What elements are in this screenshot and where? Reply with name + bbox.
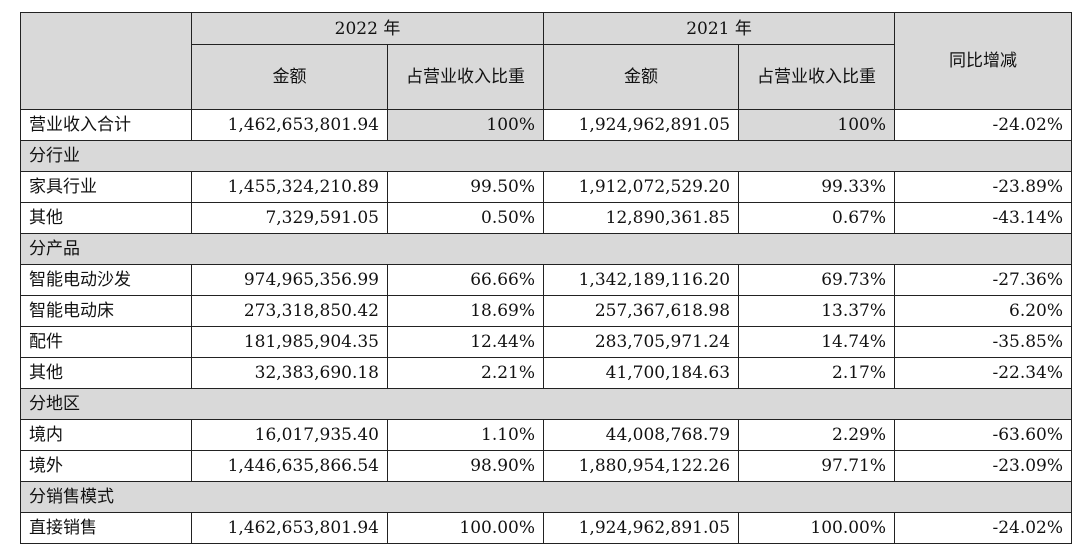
cell-yoy: -24.02% <box>894 109 1073 141</box>
cell-amount-2021: 1,912,072,529.20 <box>543 171 740 203</box>
cell-amount-2021: 1,342,189,116.20 <box>543 264 740 296</box>
section-title: 分产品 <box>19 233 1073 265</box>
cell-ratio-2021: 2.17% <box>738 357 896 389</box>
table-row: 其他 32,383,690.18 2.21% 41,700,184.63 2.1… <box>20 357 1073 389</box>
section-title: 分行业 <box>19 140 1073 172</box>
cell-ratio-2022: 98.90% <box>386 450 545 482</box>
cell-amount-2022: 1,462,653,801.94 <box>191 109 388 141</box>
cell-amount-2022: 1,446,635,866.54 <box>191 450 388 482</box>
table-row: 其他 7,329,591.05 0.50% 12,890,361.85 0.67… <box>20 202 1073 234</box>
cell-amount-2022: 273,318,850.42 <box>191 295 388 327</box>
cell-ratio-2021: 2.29% <box>738 419 896 451</box>
cell-ratio-2022: 0.50% <box>386 202 545 234</box>
section-row: 分地区 <box>19 388 1073 420</box>
table-row: 境外 1,446,635,866.54 98.90% 1,880,954,122… <box>20 450 1073 482</box>
header-amount-2022: 金额 <box>191 44 388 110</box>
row-label: 其他 <box>20 357 192 389</box>
cell-yoy: -22.34% <box>894 357 1073 389</box>
cell-ratio-2022: 1.10% <box>386 419 545 451</box>
cell-amount-2022: 181,985,904.35 <box>191 326 388 358</box>
cell-amount-2021: 44,008,768.79 <box>543 419 740 451</box>
cell-ratio-2021: 13.37% <box>738 295 896 327</box>
cell-ratio-2022: 66.66% <box>386 264 545 296</box>
row-label: 智能电动床 <box>20 295 192 327</box>
cell-amount-2022: 7,329,591.05 <box>191 202 388 234</box>
revenue-breakdown-table: 2022 年 2021 年 同比增减 金额 占营业收入比重 金额 占营业收入比重… <box>19 12 1073 544</box>
cell-yoy: -27.36% <box>894 264 1073 296</box>
table-row: 智能电动床 273,318,850.42 18.69% 257,367,618.… <box>20 295 1073 327</box>
cell-ratio-2022: 99.50% <box>386 171 545 203</box>
cell-ratio-2021: 99.33% <box>738 171 896 203</box>
cell-ratio-2021: 0.67% <box>738 202 896 234</box>
table-row: 营业收入合计 1,462,653,801.94 100% 1,924,962,8… <box>20 109 1073 141</box>
header-corner <box>20 12 192 110</box>
cell-yoy: 6.20% <box>894 295 1073 327</box>
row-label: 其他 <box>20 202 192 234</box>
cell-amount-2021: 12,890,361.85 <box>543 202 740 234</box>
row-label: 营业收入合计 <box>20 109 192 141</box>
cell-ratio-2021: 14.74% <box>738 326 896 358</box>
cell-amount-2021: 41,700,184.63 <box>543 357 740 389</box>
header-ratio-2022: 占营业收入比重 <box>386 44 545 110</box>
header-ratio-2021: 占营业收入比重 <box>738 44 896 110</box>
section-title: 分地区 <box>19 388 1073 420</box>
row-label: 智能电动沙发 <box>20 264 192 296</box>
cell-yoy: -35.85% <box>894 326 1073 358</box>
cell-yoy: -43.14% <box>894 202 1073 234</box>
cell-yoy: -23.09% <box>894 450 1073 482</box>
table-row: 配件 181,985,904.35 12.44% 283,705,971.24 … <box>20 326 1073 358</box>
table-row: 境内 16,017,935.40 1.10% 44,008,768.79 2.2… <box>20 419 1073 451</box>
cell-ratio-2021: 100% <box>738 109 896 141</box>
cell-ratio-2021: 69.73% <box>738 264 896 296</box>
table-row: 家具行业 1,455,324,210.89 99.50% 1,912,072,5… <box>20 171 1073 203</box>
section-row: 分行业 <box>19 140 1073 172</box>
cell-amount-2021: 1,924,962,891.05 <box>543 109 740 141</box>
cell-amount-2022: 16,017,935.40 <box>191 419 388 451</box>
row-label: 家具行业 <box>20 171 192 203</box>
header-amount-2021: 金额 <box>543 44 740 110</box>
header-year-2022: 2022 年 <box>190 12 545 45</box>
cell-yoy: -63.60% <box>894 419 1073 451</box>
section-row: 分产品 <box>19 233 1073 265</box>
cell-amount-2022: 32,383,690.18 <box>191 357 388 389</box>
cell-amount-2021: 1,880,954,122.26 <box>543 450 740 482</box>
header-year-2021: 2021 年 <box>543 12 896 45</box>
cell-yoy: -23.89% <box>894 171 1073 203</box>
cell-ratio-2022: 18.69% <box>386 295 545 327</box>
cell-ratio-2022: 100% <box>386 109 545 141</box>
header-yoy: 同比增减 <box>894 12 1073 110</box>
section-row: 分销售模式 <box>19 481 1073 513</box>
row-label: 配件 <box>20 326 192 358</box>
cell-ratio-2022: 2.21% <box>386 357 545 389</box>
cell-amount-2021: 257,367,618.98 <box>543 295 740 327</box>
cell-ratio-2021: 97.71% <box>738 450 896 482</box>
row-label: 境外 <box>20 450 192 482</box>
cell-ratio-2022: 12.44% <box>386 326 545 358</box>
row-label: 境内 <box>20 419 192 451</box>
cell-amount-2022: 1,455,324,210.89 <box>191 171 388 203</box>
cell-amount-2022: 974,965,356.99 <box>191 264 388 296</box>
section-title: 分销售模式 <box>19 481 1073 513</box>
table-row: 智能电动沙发 974,965,356.99 66.66% 1,342,189,1… <box>20 264 1073 296</box>
cell-amount-2021: 283,705,971.24 <box>543 326 740 358</box>
